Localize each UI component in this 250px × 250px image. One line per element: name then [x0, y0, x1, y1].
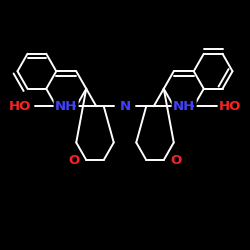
Text: NH: NH — [55, 100, 78, 113]
Text: O: O — [68, 154, 80, 166]
Text: HO: HO — [5, 97, 35, 115]
Text: NH: NH — [52, 97, 81, 115]
Text: NH: NH — [172, 100, 195, 113]
Text: N: N — [118, 97, 132, 115]
Text: O: O — [170, 154, 182, 166]
Text: HO: HO — [215, 97, 245, 115]
Text: O: O — [169, 151, 184, 169]
Text: NH: NH — [169, 97, 198, 115]
Text: HO: HO — [219, 100, 241, 113]
Text: N: N — [120, 100, 130, 113]
Text: HO: HO — [9, 100, 31, 113]
Text: O: O — [66, 151, 81, 169]
